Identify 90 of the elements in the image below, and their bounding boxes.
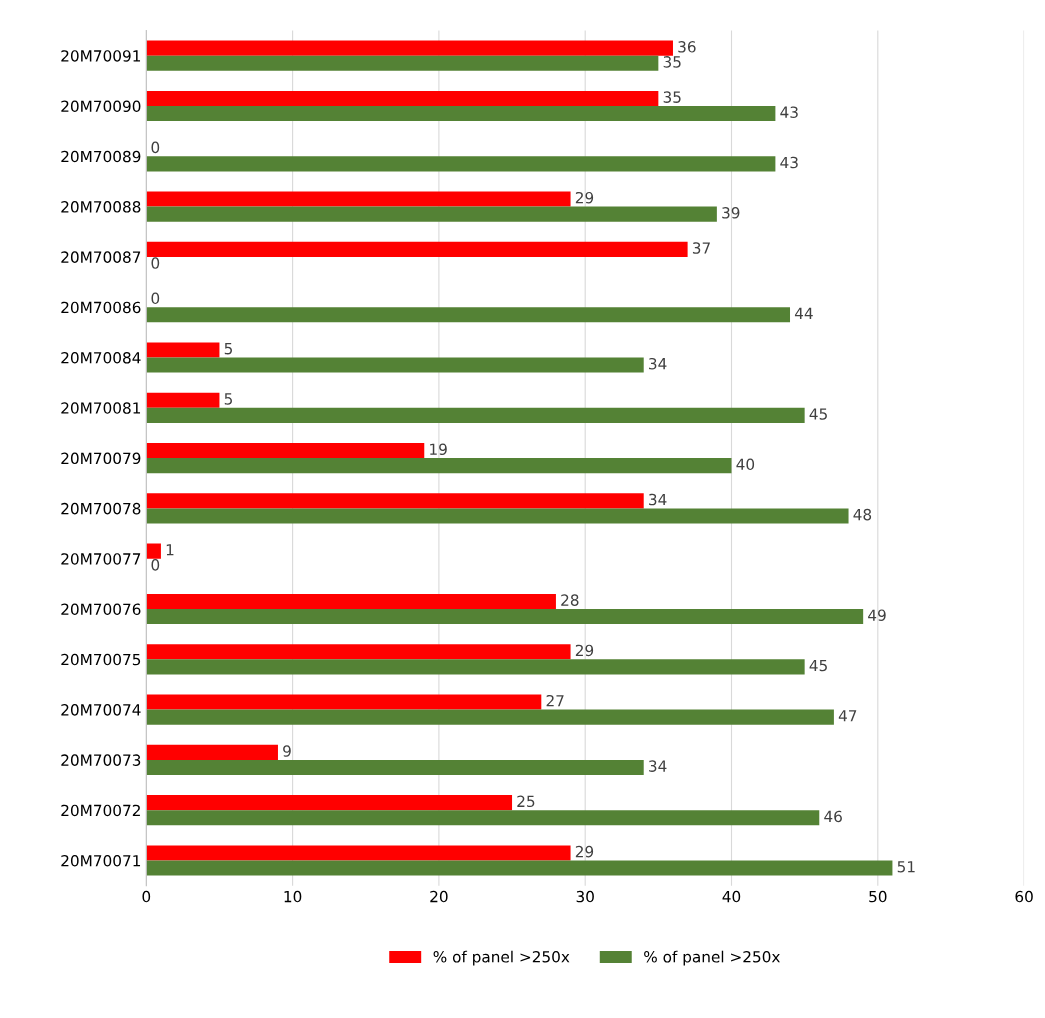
data-label: 9 [283,745,291,757]
bar [146,392,220,408]
bar [146,443,425,459]
x-tick-label: 50 [869,890,887,903]
data-label: 39 [722,207,740,219]
y-tick-label: 20M70088 [61,201,141,213]
data-label: 25 [517,795,535,808]
data-label: 0 [151,141,160,154]
y-tick-label: 20M70075 [61,653,141,666]
y-tick-label: 20M70091 [61,50,141,62]
x-tick-label: 60 [1015,890,1033,903]
bar [146,241,688,257]
data-label: 35 [663,56,681,68]
y-tick-label: 20M70079 [61,452,141,465]
bar [146,860,893,876]
data-label: 43 [780,106,798,118]
x-tick-label: 0 [142,890,151,903]
data-label: 1 [166,544,174,556]
y-tick-label: 20M70078 [61,502,141,515]
legend-label: % of panel >250x [644,950,780,966]
y-tick-label: 20M70086 [61,301,141,314]
data-label: 43 [780,156,798,169]
bar [146,709,834,725]
y-tick-label: 20M70076 [61,603,141,616]
bar [146,493,644,509]
bar [146,206,717,222]
y-tick-label: 20M70072 [61,804,140,817]
bar [146,795,513,811]
data-label: 5 [224,343,232,355]
bar [146,759,644,775]
bar [146,543,161,559]
bar [146,55,659,71]
data-label: 35 [663,91,681,103]
bar [146,508,849,524]
data-label: 5 [224,393,232,405]
y-tick-label: 20M70084 [61,351,141,364]
bar [146,694,542,710]
y-tick-label: 20M70090 [61,100,141,113]
bar [146,659,805,675]
data-label: 27 [546,694,564,707]
bar [146,845,571,861]
bar [146,156,776,172]
bar [146,744,278,760]
data-label: 34 [649,357,667,370]
legend-label: % of panel >250x [433,950,570,966]
x-tick-label: 30 [576,890,594,903]
data-label: 49 [868,609,886,621]
x-tick-label: 20 [430,890,448,903]
bar [146,191,571,207]
data-label: 47 [838,710,857,722]
bar [146,593,556,609]
y-tick-label: 20M70077 [61,553,141,565]
data-label: 48 [853,508,872,521]
y-tick-label: 20M70087 [61,251,141,263]
bar [146,810,820,826]
y-tick-label: 20M70074 [61,704,141,716]
bar [146,609,864,625]
bar [146,307,791,323]
bar [146,105,776,122]
bar [146,90,659,106]
x-tick-label: 10 [284,890,302,903]
bar [146,342,220,358]
bar [146,458,732,474]
data-label: 40 [736,458,755,471]
data-label: 51 [897,861,915,873]
bar [146,40,673,56]
data-label: 0 [151,292,160,305]
data-label: 19 [430,443,447,455]
data-label: 29 [575,845,594,858]
y-tick-label: 20M70089 [61,150,141,163]
y-tick-label: 20M70071 [61,854,141,867]
data-label: 37 [692,242,710,254]
data-label: 34 [649,760,667,772]
data-label: 44 [794,307,813,319]
data-label: 0 [151,559,160,571]
data-label: 28 [561,594,579,606]
data-label: 45 [809,659,827,672]
data-label: 45 [809,408,827,420]
data-label: 29 [575,191,594,204]
bar [146,357,644,373]
data-label: 36 [678,41,696,53]
data-label: 34 [649,493,667,506]
y-tick-label: 20M70073 [61,754,141,766]
bar [146,644,571,660]
data-label: 0 [151,257,160,269]
bar [146,407,805,423]
data-label: 46 [824,810,842,823]
y-tick-label: 20M70081 [61,402,141,414]
data-label: 29 [575,644,594,657]
x-tick-label: 40 [722,890,741,903]
